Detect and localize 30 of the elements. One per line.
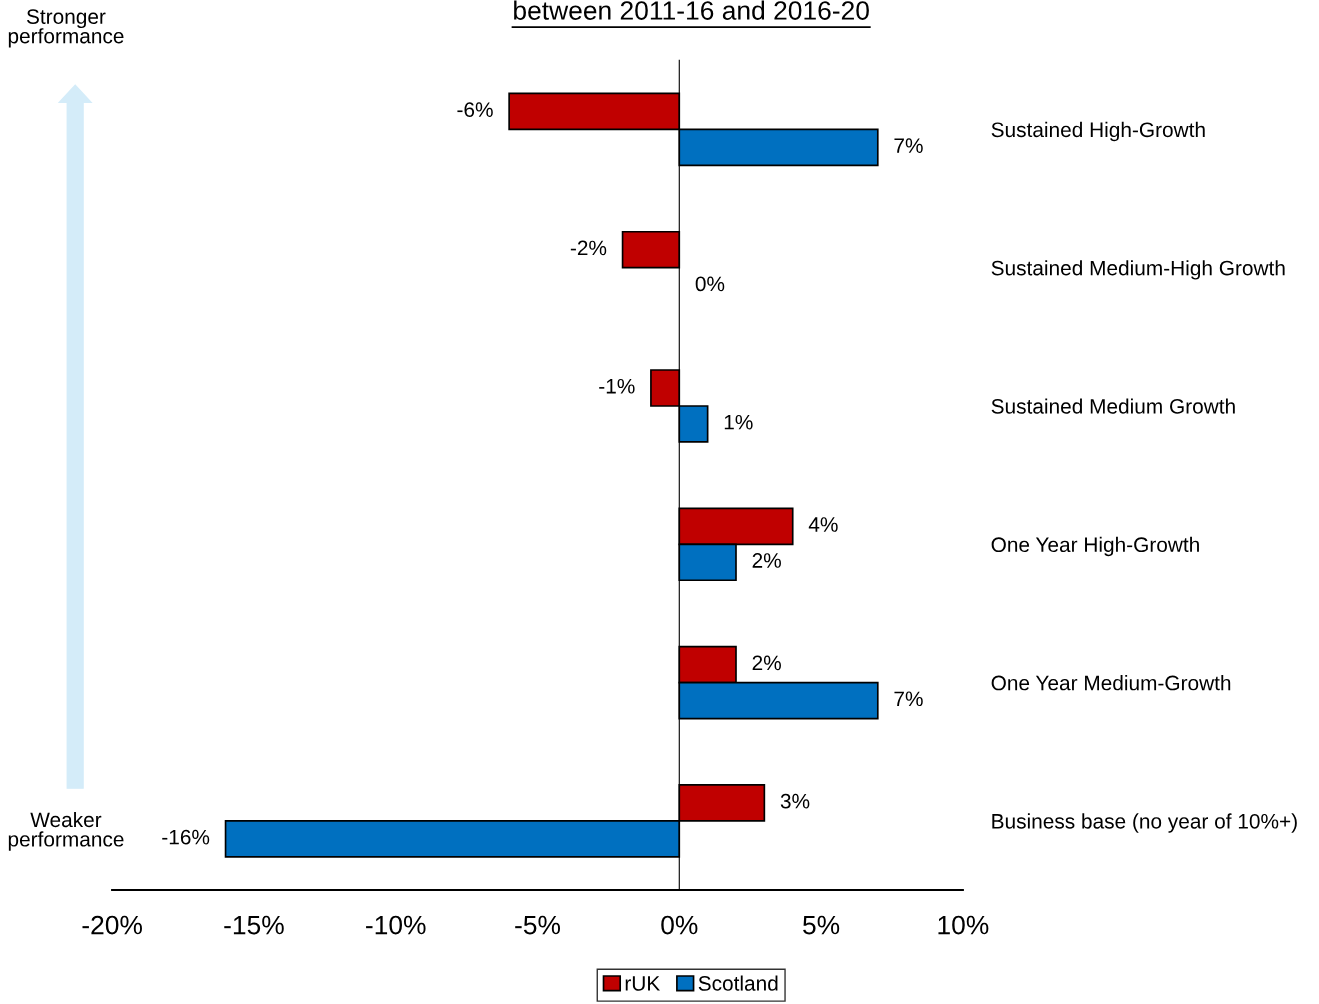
y-tick-label: One Year High-Growth [991, 536, 1199, 557]
data-label: -2% [570, 240, 607, 256]
text: Stronger performance [8, 9, 124, 48]
data-label: -1% [599, 378, 635, 394]
x-tick-label: 10% [938, 915, 989, 935]
y-tick-label: Sustained Medium-High Growth [991, 260, 1285, 280]
x-tick-label: 0% [661, 915, 698, 935]
x-tick-label: 5% [803, 915, 840, 935]
legend-label: Scotland [698, 975, 778, 991]
x-tick-label: -20% [82, 915, 142, 935]
data-label: -6% [457, 102, 493, 117]
data-label: -16% [162, 829, 210, 845]
annotation: Weaker performance [8, 811, 124, 851]
y-tick-label: Sustained High-Growth [991, 121, 1205, 142]
x-tick-label: -10% [366, 915, 426, 935]
data-label: 1% [724, 414, 753, 430]
x-tick-label: -15% [224, 915, 284, 935]
data-label: 2% [752, 553, 781, 568]
data-label: 4% [808, 517, 838, 532]
chart-title: between 2011-16 and 2016-20 [514, 0, 869, 20]
data-label: 2% [752, 655, 781, 671]
y-tick-label: Business base (no year of 10%+) [992, 813, 1297, 833]
x-tick-label: -5% [515, 915, 561, 935]
y-tick-label: One Year Medium-Growth [991, 675, 1231, 691]
data-label: 0% [695, 276, 725, 292]
data-label: 7% [894, 138, 923, 153]
y-tick-label: Sustained Medium Growth [991, 398, 1235, 414]
data-label: 7% [894, 691, 923, 707]
data-label: 3% [780, 793, 810, 809]
legend-label: rUK [625, 976, 660, 991]
